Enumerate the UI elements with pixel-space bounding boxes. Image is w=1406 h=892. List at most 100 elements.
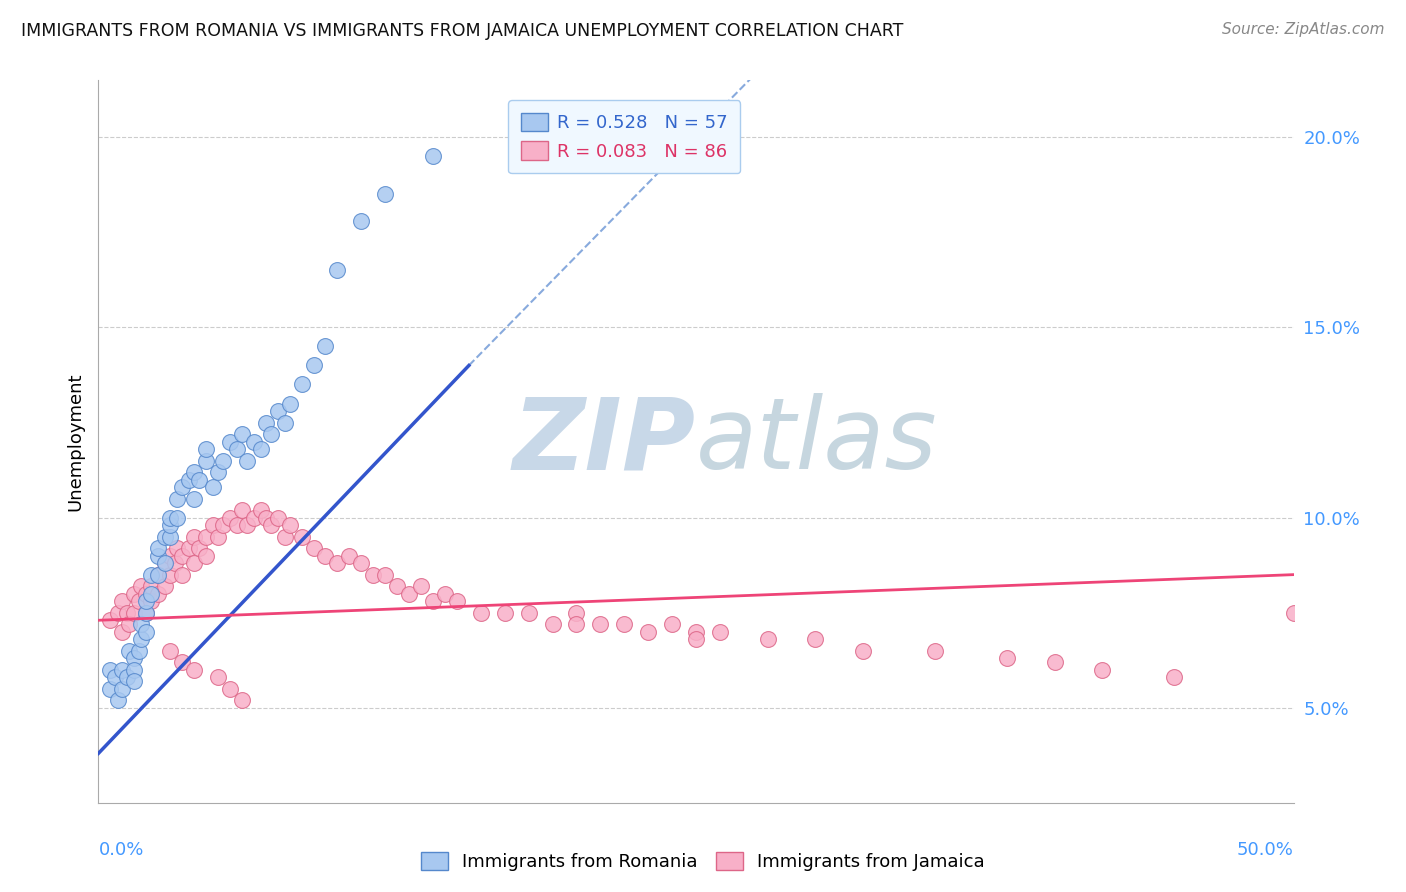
Point	[148, 549, 170, 563]
Point	[278, 396, 301, 410]
Point	[422, 594, 444, 608]
Point	[187, 473, 209, 487]
Point	[302, 359, 325, 373]
Point	[1043, 655, 1066, 669]
Point	[148, 567, 170, 582]
Point	[267, 510, 290, 524]
Point	[195, 549, 218, 563]
Point	[1163, 670, 1185, 684]
Point	[172, 549, 194, 563]
Text: ZIP: ZIP	[513, 393, 696, 490]
Point	[250, 503, 273, 517]
Point	[243, 510, 266, 524]
Point	[131, 617, 153, 632]
Point	[385, 579, 409, 593]
Point	[139, 567, 162, 582]
Point	[274, 416, 297, 430]
Point	[589, 617, 612, 632]
Point	[166, 541, 188, 555]
Point	[148, 567, 170, 582]
Point	[183, 465, 205, 479]
Point	[231, 693, 253, 707]
Point	[661, 617, 683, 632]
Point	[148, 587, 170, 601]
Point	[207, 465, 229, 479]
Point	[128, 643, 150, 657]
Point	[98, 613, 122, 627]
Point	[179, 473, 201, 487]
Point	[267, 404, 290, 418]
Point	[250, 442, 273, 457]
Point	[541, 617, 564, 632]
Point	[172, 567, 194, 582]
Point	[315, 549, 337, 563]
Point	[115, 606, 138, 620]
Point	[995, 651, 1018, 665]
Point	[195, 442, 218, 457]
Point	[226, 442, 249, 457]
Point	[111, 663, 134, 677]
Point	[422, 149, 444, 163]
Point	[159, 549, 181, 563]
Point	[685, 624, 707, 639]
Point	[124, 674, 146, 689]
Point	[350, 214, 373, 228]
Point	[159, 518, 181, 533]
Point	[135, 606, 157, 620]
Point	[411, 579, 433, 593]
Point	[104, 670, 127, 684]
Point	[685, 632, 707, 647]
Point	[756, 632, 779, 647]
Point	[183, 530, 205, 544]
Point	[219, 681, 242, 696]
Point	[139, 587, 162, 601]
Point	[326, 556, 349, 570]
Point	[211, 518, 233, 533]
Point	[107, 606, 129, 620]
Point	[207, 530, 229, 544]
Point	[131, 579, 153, 593]
Text: atlas: atlas	[696, 393, 938, 490]
Point	[118, 643, 141, 657]
Point	[111, 681, 134, 696]
Point	[446, 594, 468, 608]
Point	[291, 530, 314, 544]
Point	[135, 587, 157, 601]
Point	[291, 377, 314, 392]
Point	[517, 606, 540, 620]
Point	[235, 453, 257, 467]
Point	[709, 624, 731, 639]
Point	[226, 518, 249, 533]
Point	[128, 594, 150, 608]
Point	[374, 567, 396, 582]
Point	[326, 263, 349, 277]
Point	[172, 655, 194, 669]
Point	[111, 594, 134, 608]
Legend: Immigrants from Romania, Immigrants from Jamaica: Immigrants from Romania, Immigrants from…	[413, 845, 993, 879]
Point	[315, 339, 337, 353]
Point	[111, 624, 134, 639]
Point	[211, 453, 233, 467]
Point	[155, 556, 177, 570]
Point	[135, 594, 157, 608]
Point	[131, 632, 153, 647]
Point	[155, 530, 177, 544]
Text: 50.0%: 50.0%	[1237, 841, 1294, 859]
Point	[613, 617, 636, 632]
Point	[259, 426, 281, 441]
Point	[163, 556, 186, 570]
Point	[124, 606, 146, 620]
Point	[159, 643, 181, 657]
Point	[115, 670, 138, 684]
Point	[852, 643, 875, 657]
Point	[274, 530, 297, 544]
Point	[363, 567, 385, 582]
Text: 0.0%: 0.0%	[98, 841, 143, 859]
Point	[231, 426, 253, 441]
Point	[98, 663, 122, 677]
Point	[1091, 663, 1114, 677]
Point	[166, 510, 188, 524]
Point	[183, 491, 205, 506]
Point	[187, 541, 209, 555]
Point	[159, 510, 181, 524]
